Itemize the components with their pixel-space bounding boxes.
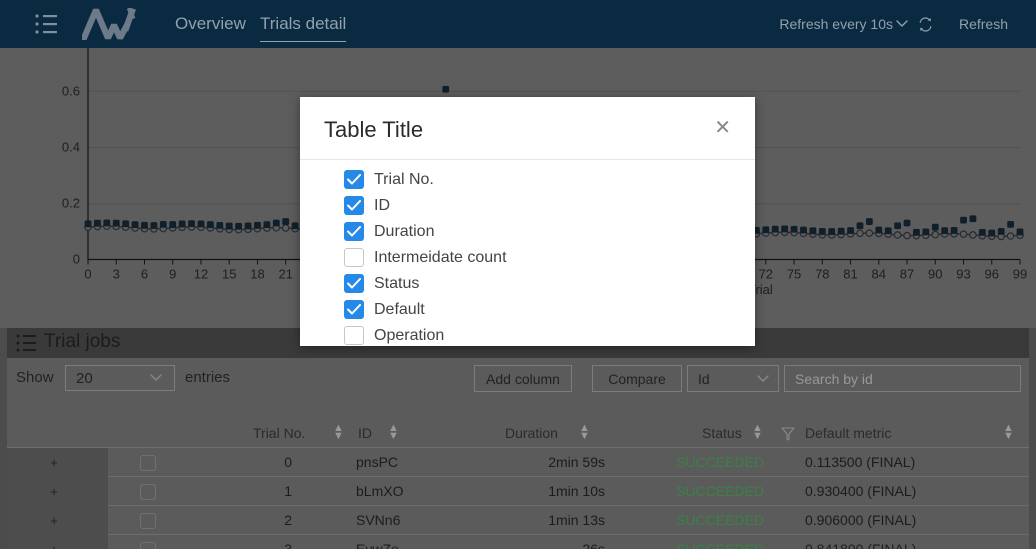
svg-text:81: 81 (843, 267, 857, 282)
svg-text:99: 99 (1013, 267, 1027, 282)
svg-text:21: 21 (278, 267, 292, 282)
svg-text:15: 15 (222, 267, 236, 282)
svg-text:3: 3 (113, 267, 120, 282)
svg-text:0.4: 0.4 (62, 140, 80, 155)
svg-text:72: 72 (759, 267, 773, 282)
svg-text:12: 12 (194, 267, 208, 282)
svg-text:6: 6 (141, 267, 148, 282)
svg-text:0.6: 0.6 (62, 83, 80, 98)
svg-text:96: 96 (985, 267, 999, 282)
svg-text:87: 87 (900, 267, 914, 282)
svg-text:75: 75 (787, 267, 801, 282)
svg-text:0: 0 (84, 267, 91, 282)
svg-text:9: 9 (169, 267, 176, 282)
svg-text:0: 0 (73, 252, 80, 267)
svg-text:18: 18 (250, 267, 264, 282)
svg-text:90: 90 (928, 267, 942, 282)
svg-text:0.2: 0.2 (62, 196, 80, 211)
svg-text:93: 93 (956, 267, 970, 282)
svg-text:84: 84 (872, 267, 886, 282)
svg-text:78: 78 (815, 267, 829, 282)
